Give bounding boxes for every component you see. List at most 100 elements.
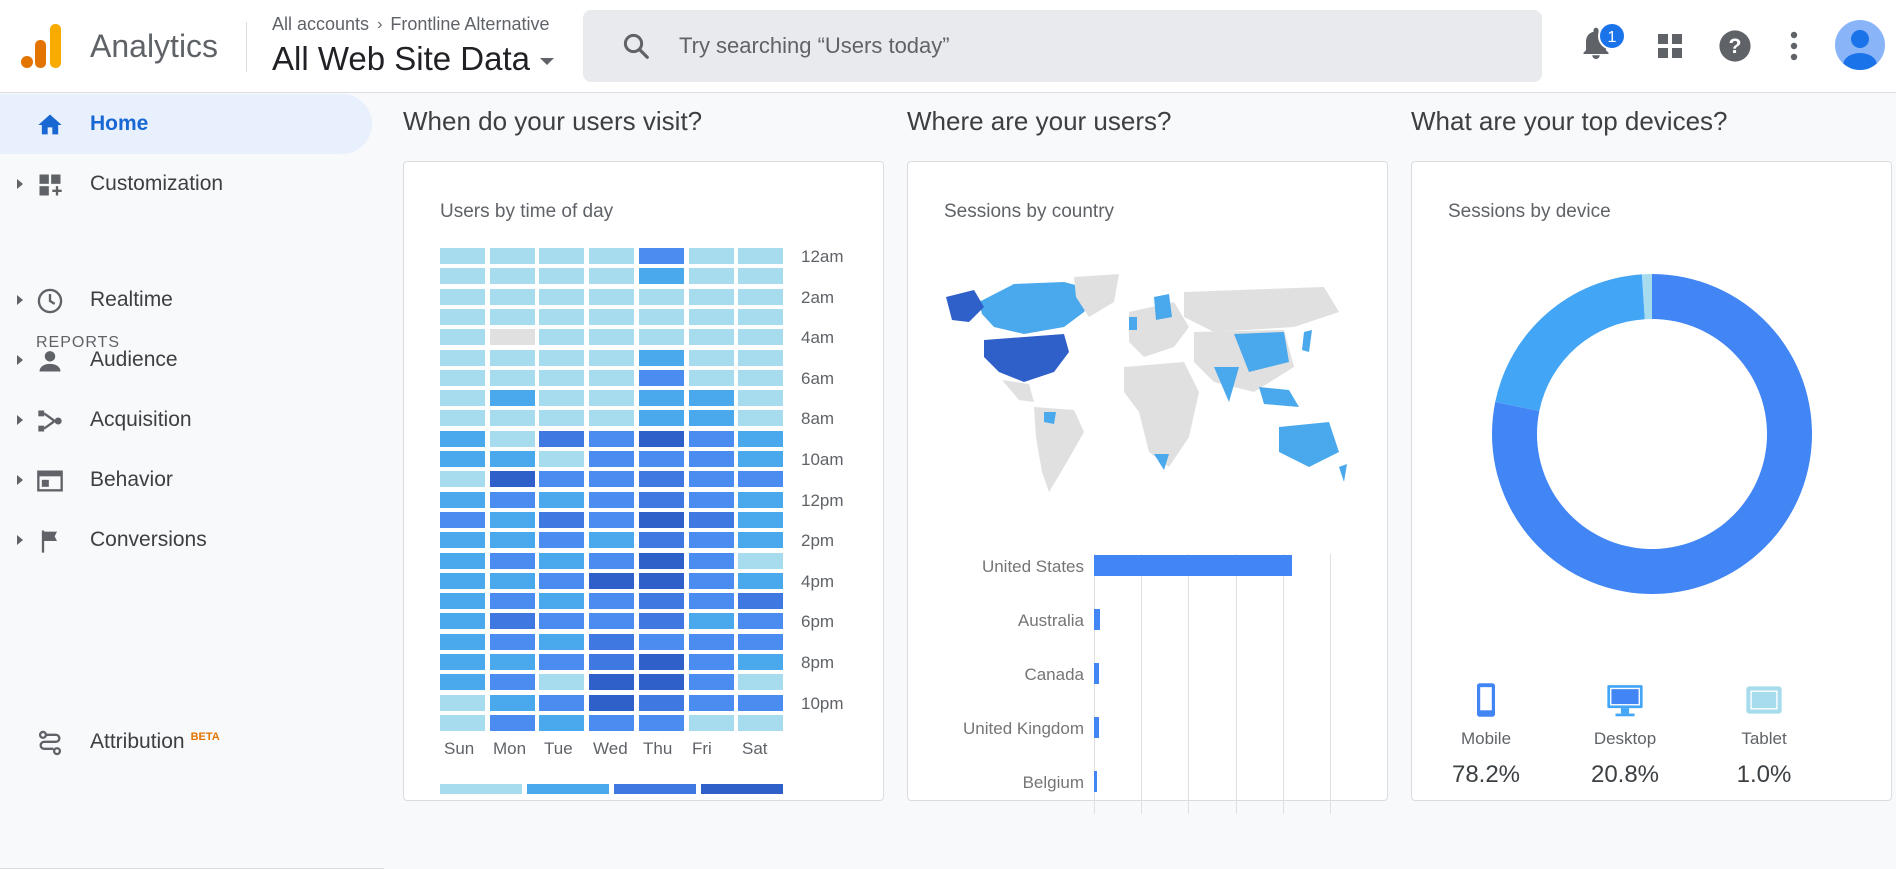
heatmap-cell[interactable]: [738, 552, 784, 569]
heatmap-cell[interactable]: [638, 430, 684, 447]
heatmap-cell[interactable]: [638, 390, 684, 407]
heatmap-cell[interactable]: [440, 268, 485, 285]
device-donut-chart[interactable]: [1490, 272, 1814, 596]
heatmap-cell[interactable]: [688, 491, 734, 508]
search-icon[interactable]: [621, 31, 651, 61]
heatmap-cell[interactable]: [440, 430, 485, 447]
heatmap-cell[interactable]: [638, 511, 684, 528]
country-bar[interactable]: [1094, 663, 1099, 684]
heatmap-cell[interactable]: [738, 369, 784, 386]
heatmap-cell[interactable]: [539, 552, 585, 569]
heatmap-cell[interactable]: [589, 654, 635, 670]
heatmap-cell[interactable]: [638, 349, 684, 366]
heatmap-cell[interactable]: [489, 268, 535, 285]
country-bar[interactable]: [1094, 555, 1293, 576]
heatmap-cell[interactable]: [440, 714, 485, 731]
heatmap-cell[interactable]: [440, 248, 485, 264]
apps-grid-icon[interactable]: [1656, 32, 1684, 60]
device-tablet[interactable]: Tablet 1.0%: [1714, 682, 1814, 789]
heatmap-cell[interactable]: [489, 694, 535, 711]
heatmap-cell[interactable]: [539, 268, 585, 285]
breadcrumb-property[interactable]: Frontline Alternative: [390, 14, 550, 34]
heatmap-cell[interactable]: [638, 674, 684, 691]
heatmap-cell[interactable]: [638, 451, 684, 467]
heatmap-cell[interactable]: [440, 349, 485, 366]
heatmap-cell[interactable]: [489, 451, 535, 467]
heatmap-cell[interactable]: [738, 329, 784, 346]
heatmap-cell[interactable]: [440, 674, 485, 691]
heatmap-cell[interactable]: [638, 288, 684, 305]
heatmap-cell[interactable]: [638, 532, 684, 549]
heatmap-cell[interactable]: [539, 349, 585, 366]
heatmap-cell[interactable]: [440, 410, 485, 427]
heatmap-cell[interactable]: [440, 552, 485, 569]
heatmap-cell[interactable]: [638, 248, 684, 264]
heatmap-cell[interactable]: [489, 410, 535, 427]
sidebar-item-audience[interactable]: Audience: [0, 330, 372, 390]
heatmap-cell[interactable]: [539, 491, 585, 508]
breadcrumb[interactable]: All accounts › Frontline Alternative: [272, 14, 549, 35]
heatmap-cell[interactable]: [589, 410, 635, 427]
heatmap-cell[interactable]: [489, 633, 535, 650]
country-bar[interactable]: [1094, 609, 1100, 630]
heatmap-cell[interactable]: [489, 491, 535, 508]
heatmap-cell[interactable]: [489, 654, 535, 670]
heatmap-cell[interactable]: [440, 329, 485, 346]
heatmap-cell[interactable]: [589, 430, 635, 447]
heatmap-cell[interactable]: [638, 552, 684, 569]
world-map[interactable]: [944, 272, 1354, 502]
heatmap-cell[interactable]: [638, 369, 684, 386]
heatmap-cell[interactable]: [539, 308, 585, 325]
heatmap-cell[interactable]: [738, 491, 784, 508]
sidebar-item-conversions[interactable]: Conversions: [0, 510, 372, 570]
heatmap-cell[interactable]: [638, 471, 684, 488]
heatmap-cell[interactable]: [688, 633, 734, 650]
country-bar[interactable]: [1094, 771, 1097, 792]
heatmap-cell[interactable]: [539, 714, 585, 731]
heatmap-cell[interactable]: [489, 593, 535, 610]
heatmap-cell[interactable]: [688, 430, 734, 447]
heatmap-cell[interactable]: [738, 451, 784, 467]
donut-slice-tablet[interactable]: [1641, 274, 1652, 320]
sidebar-item-realtime[interactable]: Realtime: [0, 270, 372, 330]
country-bar[interactable]: [1094, 717, 1099, 738]
notification-badge[interactable]: 1: [1598, 22, 1626, 50]
heatmap-cell[interactable]: [489, 613, 535, 630]
heatmap-cell[interactable]: [489, 329, 535, 346]
more-vert-icon[interactable]: [1789, 31, 1799, 61]
sidebar-item-acquisition[interactable]: Acquisition: [0, 390, 372, 450]
heatmap-cell[interactable]: [738, 288, 784, 305]
heatmap-cell[interactable]: [489, 511, 535, 528]
heatmap-cell[interactable]: [738, 308, 784, 325]
view-selector[interactable]: All Web Site Data: [272, 40, 555, 78]
heatmap-cell[interactable]: [539, 572, 585, 589]
heatmap-cell[interactable]: [738, 471, 784, 488]
heatmap-cell[interactable]: [638, 654, 684, 670]
heatmap-cell[interactable]: [589, 552, 635, 569]
heatmap-cell[interactable]: [688, 308, 734, 325]
heatmap-cell[interactable]: [688, 268, 734, 285]
heatmap-cell[interactable]: [589, 633, 635, 650]
heatmap-cell[interactable]: [589, 511, 635, 528]
heatmap-cell[interactable]: [589, 308, 635, 325]
heatmap-cell[interactable]: [738, 694, 784, 711]
heatmap-cell[interactable]: [688, 369, 734, 386]
heatmap-cell[interactable]: [440, 532, 485, 549]
heatmap-cell[interactable]: [539, 633, 585, 650]
heatmap-cell[interactable]: [738, 532, 784, 549]
analytics-logo[interactable]: [20, 22, 64, 70]
heatmap-cell[interactable]: [440, 288, 485, 305]
heatmap-cell[interactable]: [589, 451, 635, 467]
heatmap-cell[interactable]: [489, 572, 535, 589]
heatmap-cell[interactable]: [638, 593, 684, 610]
avatar[interactable]: [1835, 20, 1885, 70]
heatmap-cell[interactable]: [738, 410, 784, 427]
expand-arrow-icon[interactable]: [17, 535, 23, 545]
heatmap-cell[interactable]: [589, 329, 635, 346]
heatmap-cell[interactable]: [539, 532, 585, 549]
heatmap-cell[interactable]: [539, 674, 585, 691]
heatmap-cell[interactable]: [539, 471, 585, 488]
expand-arrow-icon[interactable]: [17, 415, 23, 425]
search-input[interactable]: [679, 33, 1479, 59]
heatmap-cell[interactable]: [589, 613, 635, 630]
